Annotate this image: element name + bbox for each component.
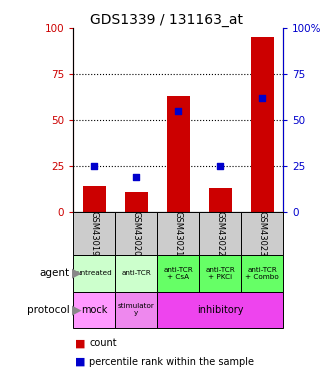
Bar	[157, 292, 283, 328]
Bar	[166, 96, 190, 212]
Text: protocol: protocol	[27, 305, 70, 315]
Bar	[208, 188, 232, 212]
Point	[134, 174, 139, 180]
Point	[259, 95, 265, 101]
Text: anti-TCR
+ Combo: anti-TCR + Combo	[245, 267, 279, 280]
Text: GSM43023: GSM43023	[257, 211, 267, 256]
Bar	[241, 212, 283, 255]
Text: GSM43019: GSM43019	[90, 211, 99, 256]
Text: ■: ■	[75, 338, 86, 348]
Text: anti-TCR
+ PKCi: anti-TCR + PKCi	[205, 267, 235, 280]
Bar	[73, 292, 115, 328]
Text: inhibitory: inhibitory	[197, 305, 243, 315]
Text: GDS1339 / 131163_at: GDS1339 / 131163_at	[90, 13, 243, 27]
Bar	[199, 212, 241, 255]
Bar	[73, 212, 115, 255]
Point	[92, 163, 97, 169]
Text: stimulator
y: stimulator y	[118, 303, 155, 316]
Point	[217, 163, 223, 169]
Text: untreated: untreated	[76, 270, 112, 276]
Text: ▶: ▶	[72, 267, 81, 280]
Bar	[157, 255, 199, 292]
Bar	[115, 255, 157, 292]
Text: count: count	[89, 338, 117, 348]
Bar	[73, 255, 115, 292]
Bar	[241, 255, 283, 292]
Bar	[115, 292, 157, 328]
Text: percentile rank within the sample: percentile rank within the sample	[89, 357, 254, 367]
Text: GSM43021: GSM43021	[173, 211, 183, 256]
Bar	[83, 186, 106, 212]
Bar	[199, 255, 241, 292]
Bar	[157, 212, 199, 255]
Point	[175, 108, 181, 114]
Bar	[250, 38, 274, 212]
Bar	[115, 212, 157, 255]
Text: GSM43020: GSM43020	[132, 211, 141, 256]
Text: ■: ■	[75, 357, 86, 367]
Text: agent: agent	[40, 268, 70, 278]
Text: anti-TCR
+ CsA: anti-TCR + CsA	[163, 267, 193, 280]
Bar	[125, 192, 148, 212]
Text: GSM43022: GSM43022	[215, 211, 225, 256]
Text: mock: mock	[81, 305, 108, 315]
Text: anti-TCR: anti-TCR	[121, 270, 151, 276]
Text: ▶: ▶	[72, 303, 81, 316]
